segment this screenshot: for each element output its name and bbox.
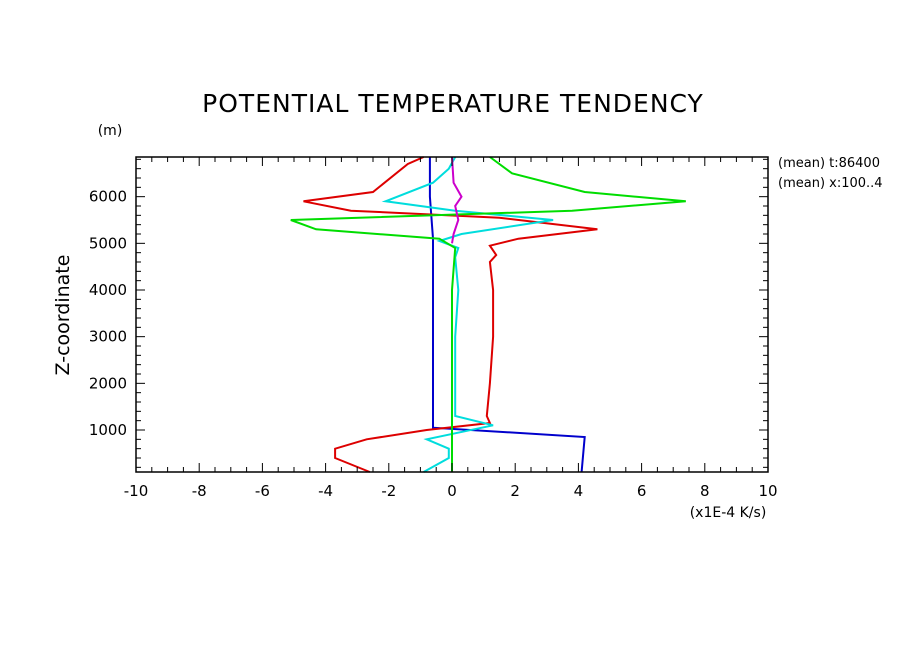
x-tick-label: 10 bbox=[758, 482, 777, 500]
series-line-4 bbox=[451, 156, 463, 244]
series-layer bbox=[290, 156, 686, 473]
x-tick-label: 4 bbox=[574, 482, 584, 500]
axis-layer: -10 -8 -6 -4 -2 0 2 4 6 8 10 1000 2000 3000 4000 5000 60… bbox=[89, 157, 778, 500]
y-axis-unit: (m) bbox=[98, 123, 123, 139]
y-tick-label: 5000 bbox=[89, 234, 127, 252]
y-tick-label: 2000 bbox=[89, 374, 127, 392]
series-line-3 bbox=[290, 156, 686, 472]
plot-frame bbox=[135, 156, 769, 473]
x-tick-label: 0 bbox=[447, 482, 457, 500]
annotation-time-mean: (mean) t:86400 bbox=[778, 156, 880, 171]
x-tick-label: -8 bbox=[192, 482, 207, 500]
y-tick-label: 1000 bbox=[89, 421, 127, 439]
annotation-x-mean: (mean) x:100..4 bbox=[778, 176, 883, 191]
x-tick-label: 6 bbox=[637, 482, 647, 500]
x-axis-unit: (x1E-4 K/s) bbox=[690, 505, 767, 521]
series-line-0 bbox=[428, 157, 586, 473]
x-tick-label: -6 bbox=[255, 482, 270, 500]
x-tick-label: 2 bbox=[510, 482, 520, 500]
y-tick-label: 6000 bbox=[89, 188, 127, 206]
x-tick-label: 8 bbox=[700, 482, 710, 500]
chart-title: POTENTIAL TEMPERATURE TENDENCY bbox=[202, 89, 704, 118]
y-tick-label: 3000 bbox=[89, 328, 127, 346]
series-line-1 bbox=[303, 156, 598, 473]
y-axis-label: Z-coordinate bbox=[52, 255, 74, 376]
x-tick-label: -10 bbox=[124, 482, 149, 500]
x-tick-label: -2 bbox=[381, 482, 396, 500]
y-tick-label: 4000 bbox=[89, 281, 127, 299]
x-tick-label: -4 bbox=[318, 482, 333, 500]
